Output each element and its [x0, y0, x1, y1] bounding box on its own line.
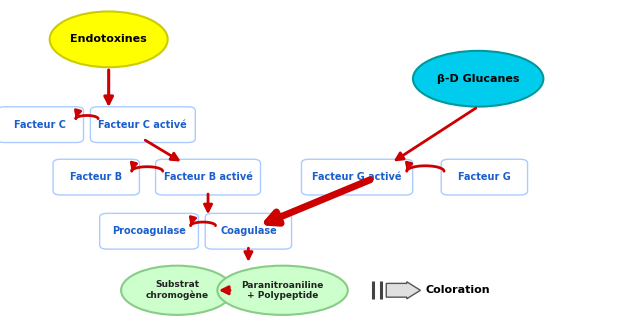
Text: Facteur C: Facteur C — [14, 120, 66, 130]
Text: Facteur C activé: Facteur C activé — [99, 120, 187, 130]
Text: Facteur B activé: Facteur B activé — [163, 172, 253, 182]
Text: Endotoxines: Endotoxines — [70, 34, 147, 44]
FancyBboxPatch shape — [91, 107, 195, 142]
Text: Facteur B: Facteur B — [70, 172, 122, 182]
Ellipse shape — [50, 11, 168, 67]
FancyBboxPatch shape — [99, 213, 199, 249]
FancyBboxPatch shape — [0, 107, 83, 142]
Ellipse shape — [217, 266, 348, 315]
Text: Paranitroaniline
+ Polypeptide: Paranitroaniline + Polypeptide — [242, 280, 324, 300]
Text: Substrat
chromogène: Substrat chromogène — [145, 280, 209, 300]
Text: Facteur G: Facteur G — [458, 172, 510, 182]
Text: Facteur G activé: Facteur G activé — [312, 172, 402, 182]
Text: Coagulase: Coagulase — [220, 226, 277, 236]
FancyArrow shape — [386, 282, 420, 299]
Text: β-D Glucanes: β-D Glucanes — [437, 74, 519, 84]
Text: Procoagulase: Procoagulase — [112, 226, 186, 236]
FancyBboxPatch shape — [155, 159, 261, 195]
Ellipse shape — [121, 266, 233, 315]
Ellipse shape — [413, 51, 543, 107]
Text: Coloration: Coloration — [425, 285, 490, 295]
FancyBboxPatch shape — [53, 159, 140, 195]
FancyBboxPatch shape — [301, 159, 412, 195]
FancyBboxPatch shape — [205, 213, 292, 249]
FancyBboxPatch shape — [441, 159, 527, 195]
